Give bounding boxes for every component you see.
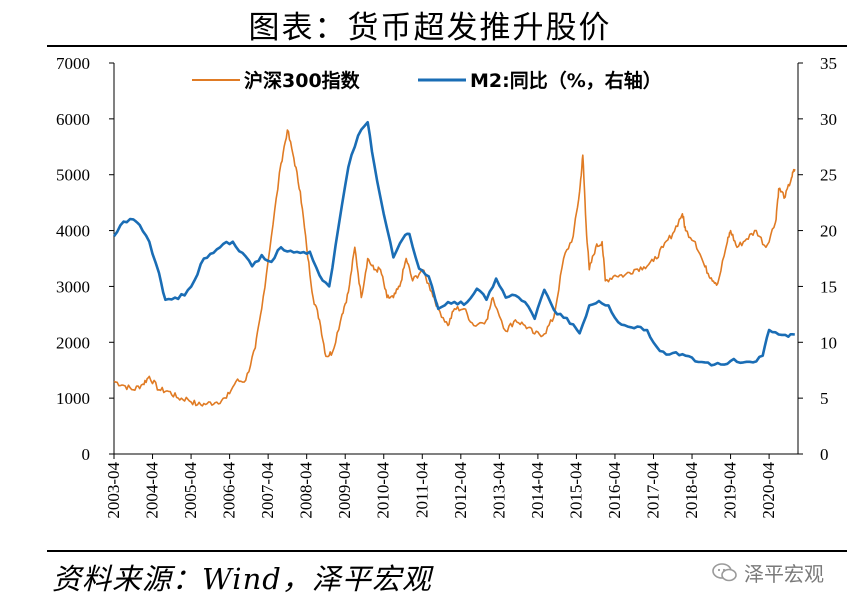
x-tick-label: 2005-04 bbox=[181, 462, 200, 519]
watermark-text: 泽平宏观 bbox=[744, 562, 824, 586]
x-tick-label: 2012-04 bbox=[451, 462, 470, 519]
x-tick-label: 2014-04 bbox=[528, 462, 547, 519]
top-rule bbox=[47, 45, 847, 47]
x-tick-label: 2016-04 bbox=[605, 462, 624, 519]
chart-area: 0 1000 2000 3000 4000 5000 6000 7000 0 5 10 15 20 25 3… bbox=[56, 54, 837, 519]
left-tick-label: 2000 bbox=[56, 333, 90, 352]
series-layer bbox=[112, 120, 796, 407]
right-tick-label: 15 bbox=[820, 277, 837, 296]
x-tick-label: 2011-04 bbox=[412, 462, 431, 519]
right-tick-label: 10 bbox=[820, 333, 837, 352]
left-tick-label: 3000 bbox=[56, 277, 90, 296]
chart-title: 图表：货币超发推升股价 bbox=[248, 10, 612, 46]
legend-label-m2: M2:同比（%，右轴） bbox=[470, 69, 662, 92]
csi300-series-line bbox=[113, 129, 796, 407]
right-tick-label: 0 bbox=[820, 445, 829, 464]
x-tick-label: 2009-04 bbox=[335, 462, 354, 519]
left-tick-label: 4000 bbox=[56, 222, 90, 241]
left-tick-label: 1000 bbox=[56, 389, 90, 408]
bottom-rule bbox=[47, 550, 847, 552]
x-tick-label: 2019-04 bbox=[721, 462, 740, 519]
x-tick-label: 2003-04 bbox=[104, 462, 123, 519]
x-tick-label: 2007-04 bbox=[258, 462, 277, 519]
left-tick-label: 5000 bbox=[56, 166, 90, 185]
right-tick-label: 5 bbox=[820, 389, 829, 408]
x-tick-label: 2013-04 bbox=[489, 462, 508, 519]
x-tick-label: 2008-04 bbox=[297, 462, 316, 519]
x-tick-label: 2015-04 bbox=[566, 462, 585, 519]
wechat-icon bbox=[712, 562, 737, 581]
x-tick-label: 2020-04 bbox=[759, 462, 778, 519]
x-tick-label: 2004-04 bbox=[143, 462, 162, 519]
x-tick-label: 2006-04 bbox=[220, 462, 239, 519]
left-tick-label: 7000 bbox=[56, 54, 90, 73]
source-note: 资料来源：Wind，泽平宏观 bbox=[52, 562, 432, 596]
legend-label-csi300: 沪深300指数 bbox=[244, 69, 361, 92]
legend: 沪深300指数 M2:同比（%，右轴） bbox=[192, 69, 662, 92]
left-tick-label: 6000 bbox=[56, 110, 90, 129]
right-tick-label: 30 bbox=[820, 110, 837, 129]
x-tick-label: 2017-04 bbox=[643, 462, 662, 519]
right-tick-label: 20 bbox=[820, 222, 837, 241]
axes: 0 1000 2000 3000 4000 5000 6000 7000 0 5 10 15 20 25 3… bbox=[56, 54, 837, 519]
x-tick-label: 2010-04 bbox=[374, 462, 393, 519]
right-tick-label: 35 bbox=[820, 54, 837, 73]
x-tick-label: 2018-04 bbox=[682, 462, 701, 519]
right-tick-label: 25 bbox=[820, 166, 837, 185]
m2-series-line bbox=[112, 120, 795, 367]
left-tick-label: 0 bbox=[82, 445, 91, 464]
watermark: 泽平宏观 bbox=[712, 558, 824, 587]
